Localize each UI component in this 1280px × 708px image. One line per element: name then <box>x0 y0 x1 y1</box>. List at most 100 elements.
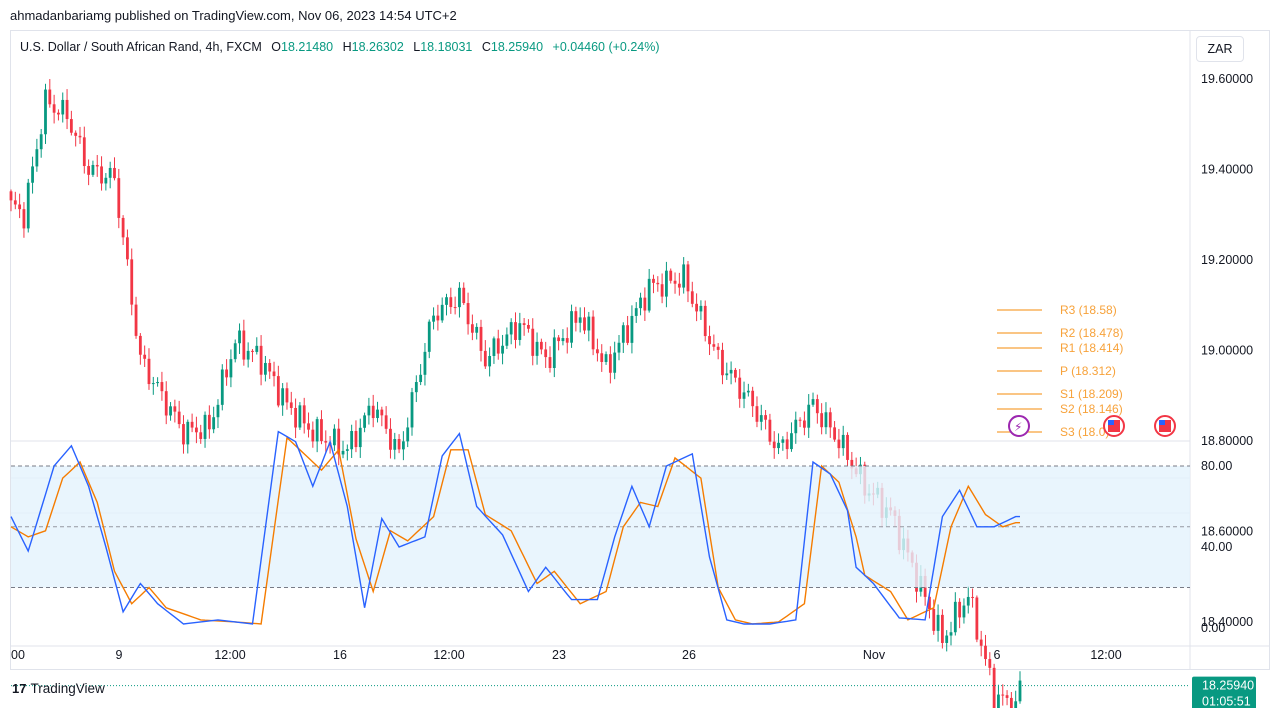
time-tick-label: 12:00 <box>214 648 245 662</box>
candle-down <box>324 441 328 443</box>
pivot-label: R2 (18.478) <box>1060 326 1123 340</box>
stoch-tick-label: 40.00 <box>1201 540 1232 554</box>
candle-down <box>87 166 91 175</box>
symbol-title[interactable]: U.S. Dollar / South African Rand, 4h, FX… <box>20 40 262 54</box>
candle-down <box>251 350 254 352</box>
candle-down <box>384 415 388 429</box>
candle-up <box>535 341 539 356</box>
candle-down <box>583 317 586 331</box>
candle-up <box>414 382 418 393</box>
candle-up <box>440 304 444 321</box>
candle-up <box>742 392 746 399</box>
candle-up <box>634 308 638 316</box>
candle-up <box>665 270 668 297</box>
candle-down <box>371 405 375 419</box>
open-label: O <box>271 40 281 54</box>
candle-up <box>949 632 953 636</box>
stoch-d-line <box>10 436 1020 625</box>
candle-down <box>397 438 401 450</box>
candle-up <box>104 177 108 184</box>
brand-label: TradingView <box>30 681 105 696</box>
candle-up <box>458 287 461 308</box>
candle-up <box>91 164 95 175</box>
candle-up <box>729 369 733 374</box>
candle-down <box>190 421 194 428</box>
candle-down <box>294 407 297 428</box>
candle-up <box>255 345 259 352</box>
bolt-glyph-icon: ⚡ <box>1014 420 1022 434</box>
candle-down <box>1009 697 1013 708</box>
candle-up <box>264 362 267 375</box>
candle-down <box>522 323 526 325</box>
candle-down <box>527 324 530 329</box>
candle-down <box>462 287 466 304</box>
candle-up <box>419 374 423 383</box>
publisher-credit: ahmadanbariamg published on TradingView.… <box>10 8 457 23</box>
candle-down <box>82 137 86 167</box>
candle-down <box>121 217 125 238</box>
time-tick-label: 16 <box>333 648 347 662</box>
candle-down <box>690 291 694 304</box>
candle-up <box>966 596 970 606</box>
candle-down <box>199 432 203 439</box>
candle-down <box>13 200 17 205</box>
candle-down <box>828 412 832 428</box>
candle-up <box>350 430 354 450</box>
candle-down <box>225 369 228 378</box>
candle-down <box>496 338 500 354</box>
candle-up <box>31 166 34 183</box>
candle-down <box>734 369 737 378</box>
tradingview-brand[interactable]: 17 TradingView <box>12 681 105 696</box>
candle-down <box>768 419 772 442</box>
candle-down <box>78 135 82 138</box>
candle-down <box>721 349 724 376</box>
candle-down <box>466 303 470 325</box>
candle-down <box>195 427 198 433</box>
close-value: 18.25940 <box>490 40 544 54</box>
candle-up <box>936 614 940 631</box>
candle-down <box>449 297 453 308</box>
candle-up <box>238 330 241 344</box>
candle-up <box>406 427 410 442</box>
candle-up <box>229 359 233 378</box>
candle-down <box>574 311 578 323</box>
last-price-badge <box>1192 676 1256 708</box>
candle-up <box>811 399 815 405</box>
candle-down <box>514 322 517 340</box>
currency-button[interactable]: ZAR <box>1196 36 1244 62</box>
candle-down <box>846 434 849 460</box>
candle-down <box>483 350 487 367</box>
candle-up <box>341 450 345 455</box>
candle-down <box>988 659 992 668</box>
candle-down <box>596 349 599 354</box>
price-tick-label: 18.80000 <box>1201 434 1253 448</box>
candle-up <box>841 434 845 449</box>
pivot-label: R3 (18.58) <box>1060 303 1117 317</box>
candle-down <box>531 328 535 356</box>
candle-down <box>738 377 742 399</box>
candle-up <box>794 419 798 434</box>
candle-down <box>302 405 306 424</box>
candle-up <box>393 438 397 450</box>
candle-down <box>565 338 569 343</box>
high-label: H <box>342 40 352 54</box>
candle-up <box>315 419 319 442</box>
candle-up <box>363 415 366 428</box>
candle-down <box>268 362 272 372</box>
candle-up <box>552 337 556 368</box>
candle-up <box>246 350 250 360</box>
candle-up <box>445 297 448 305</box>
candle-up <box>639 297 642 309</box>
candle-up <box>509 322 513 335</box>
candle-down <box>22 209 26 229</box>
time-tick-label: 9 <box>116 648 123 662</box>
candle-down <box>695 303 699 312</box>
candle-up <box>345 449 349 451</box>
candle-up <box>613 352 617 373</box>
candle-up <box>401 441 405 450</box>
candle-down <box>9 191 13 201</box>
pivot-label: P (18.312) <box>1060 364 1116 378</box>
candle-up <box>212 417 216 430</box>
candle-down <box>259 345 263 375</box>
